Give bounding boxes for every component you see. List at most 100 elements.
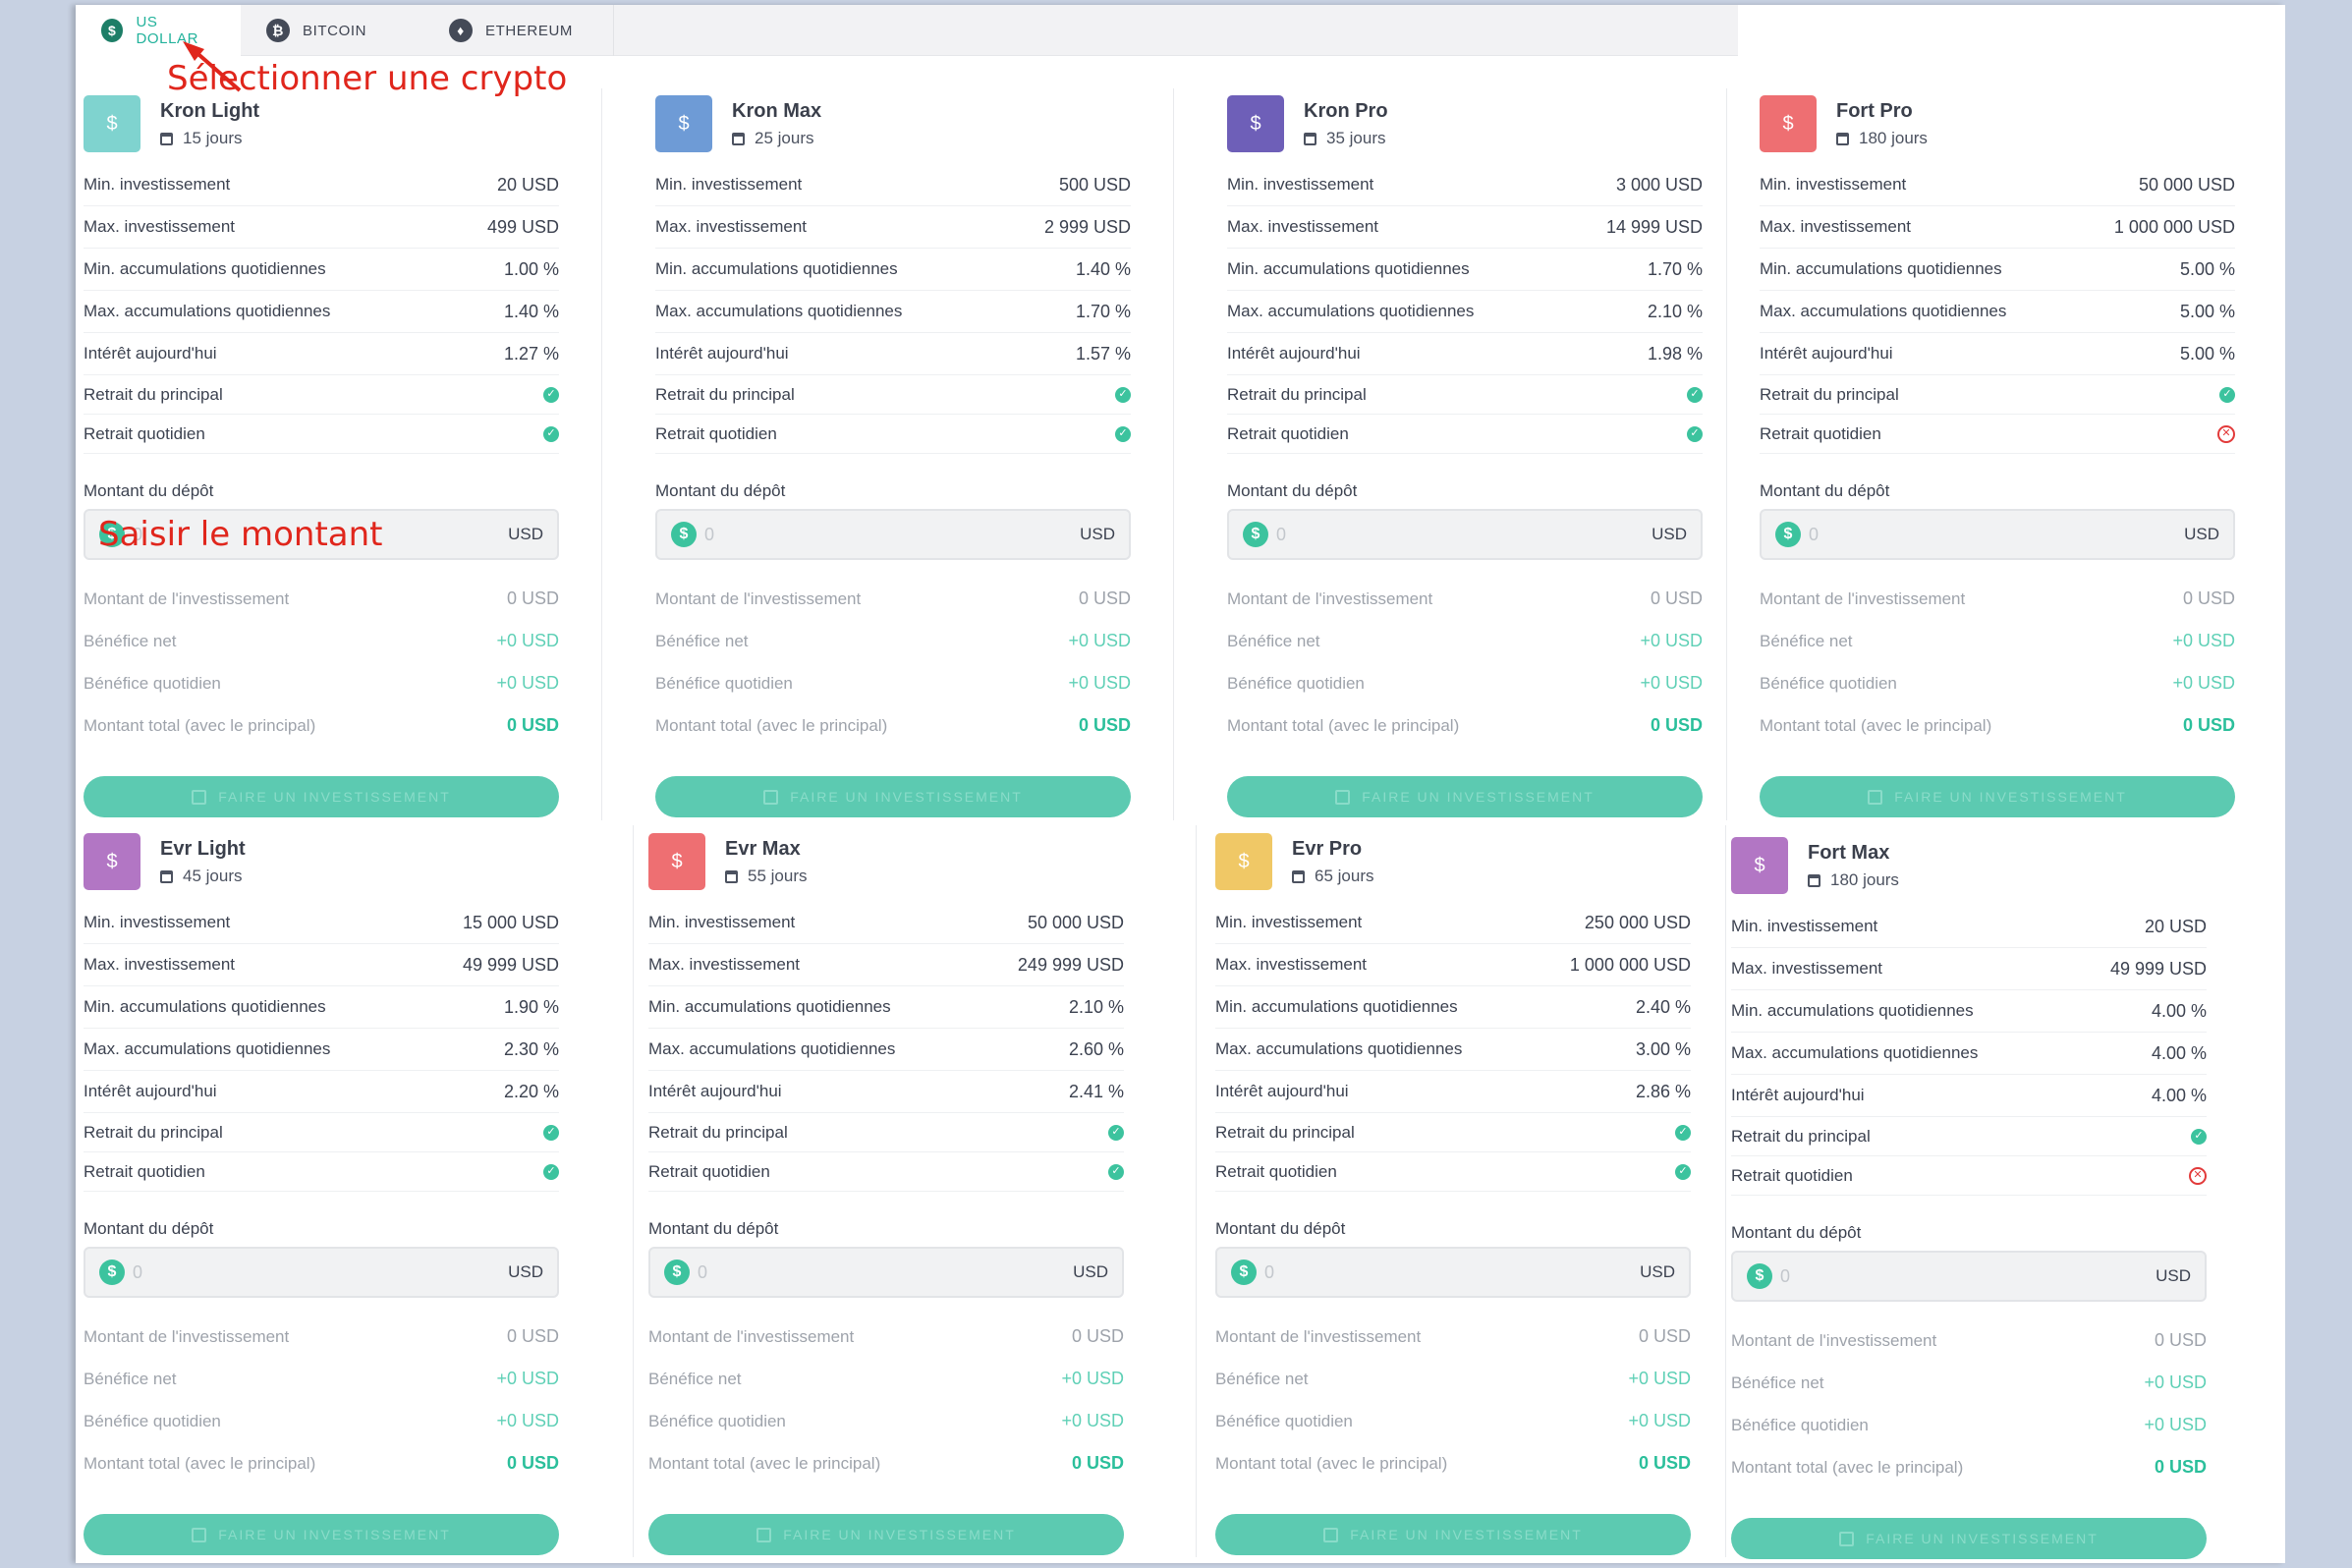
plan-header: $ Evr Pro 65 jours (1215, 833, 1691, 902)
investment-amount-row: Montant de l'investissement 0 USD (648, 1316, 1124, 1358)
row-value: 5.00 % (2179, 301, 2235, 321)
deposit-input[interactable] (1276, 524, 1335, 545)
check-icon: ✓ (1675, 1163, 1691, 1180)
tab-bitcoin[interactable]: ₿ BITCOIN (241, 5, 423, 56)
row-label: Max. accumulations quotidiennes (84, 302, 331, 320)
make-investment-button[interactable]: FAIRE UN INVESTISSEMENT (1731, 1518, 2207, 1559)
deposit-amount-field[interactable]: $ USD (84, 1247, 559, 1298)
calendar-icon (1292, 869, 1305, 883)
max-daily-row: Max. accumulations quotidiennes 2.30 % (84, 1029, 559, 1071)
row-label: Montant total (avec le principal) (648, 1453, 881, 1473)
wallet-icon (756, 1527, 772, 1542)
row-value: 5.00 % (2179, 343, 2235, 364)
investment-amount-row: Montant de l'investissement 0 USD (1215, 1316, 1691, 1358)
interest-row: Intérêt aujourd'hui 1.27 % (84, 333, 559, 375)
row-value: 1.57 % (1075, 343, 1131, 364)
row-label: Retrait quotidien (84, 423, 205, 443)
row-value: 0 USD (1638, 1326, 1691, 1346)
plan-dollar-icon: $ (1760, 95, 1817, 152)
deposit-input[interactable] (1809, 524, 1868, 545)
row-label: Max. accumulations quotidiennes (1215, 1039, 1463, 1058)
currency-suffix: USD (1652, 525, 1687, 543)
make-investment-button[interactable]: FAIRE UN INVESTISSEMENT (84, 1514, 559, 1555)
tab-us-dollar[interactable]: $ US DOLLAR (76, 5, 241, 56)
max-invest-row: Max. investissement 499 USD (84, 206, 559, 249)
deposit-input[interactable] (698, 1261, 756, 1283)
row-value: +0 USD (2172, 631, 2235, 650)
deposit-amount-field[interactable]: $ USD (1760, 509, 2235, 560)
deposit-amount-field[interactable]: $ USD (1215, 1247, 1691, 1298)
row-label: Min. accumulations quotidiennes (84, 997, 326, 1016)
deposit-input[interactable] (1780, 1265, 1839, 1287)
deposit-input[interactable] (704, 524, 763, 545)
make-investment-button[interactable]: FAIRE UN INVESTISSEMENT (1227, 776, 1703, 817)
total-amount-row: Montant total (avec le principal) 0 USD (1731, 1446, 2207, 1488)
plan-header: $ Kron Light 15 jours (84, 95, 559, 164)
row-label: Max. accumulations quotidiennes (1760, 302, 2007, 320)
deposit-input[interactable] (133, 1261, 192, 1283)
make-investment-button[interactable]: FAIRE UN INVESTISSEMENT (648, 1514, 1124, 1555)
button-label: FAIRE UN INVESTISSEMENT (218, 789, 451, 805)
principal-withdrawal-row: Retrait du principal ✓ (1731, 1117, 2207, 1156)
row-label: Retrait du principal (84, 384, 223, 404)
daily-withdrawal-row: Retrait quotidien ✓ (655, 415, 1131, 454)
row-value: 0 USD (1650, 715, 1703, 735)
deposit-amount-field[interactable]: $ USD (648, 1247, 1124, 1298)
plan-name: Fort Pro (1836, 100, 1913, 122)
row-value: +0 USD (1640, 673, 1703, 693)
tab-label: ETHEREUM (485, 22, 573, 39)
deposit-input[interactable] (1264, 1261, 1323, 1283)
row-value: 0 USD (1071, 1453, 1124, 1473)
deposit-input[interactable] (133, 524, 192, 545)
deposit-amount-field[interactable]: $ USD (1731, 1251, 2207, 1302)
app-window: $ US DOLLAR ₿ BITCOIN ♦ ETHEREUM $ Kron … (76, 5, 2285, 1563)
row-value: 2.86 % (1635, 1081, 1691, 1101)
currency-suffix: USD (1073, 1262, 1108, 1281)
deposit-amount-field[interactable]: $ USD (1227, 509, 1703, 560)
button-label: FAIRE UN INVESTISSEMENT (1866, 1531, 2099, 1546)
plan-dollar-icon: $ (84, 833, 140, 890)
row-value: 50 000 USD (2138, 174, 2235, 195)
row-label: Min. investissement (84, 175, 231, 194)
deposit-label: Montant du dépôt (84, 481, 214, 500)
deposit-amount-field[interactable]: $ USD (655, 509, 1131, 560)
deposit-label: Montant du dépôt (1731, 1223, 1862, 1242)
investment-amount-row: Montant de l'investissement 0 USD (1731, 1319, 2207, 1362)
max-invest-row: Max. investissement 2 999 USD (655, 206, 1131, 249)
row-value: 0 USD (506, 1326, 559, 1346)
principal-withdrawal-row: Retrait du principal ✓ (1227, 375, 1703, 415)
plan-days: 35 jours (1326, 129, 1386, 147)
row-label: Bénéfice net (648, 1369, 742, 1388)
max-invest-row: Max. investissement 1 000 000 USD (1760, 206, 2235, 249)
row-value: 14 999 USD (1605, 216, 1703, 237)
tab-ethereum[interactable]: ♦ ETHEREUM (423, 5, 614, 56)
make-investment-button[interactable]: FAIRE UN INVESTISSEMENT (655, 776, 1131, 817)
min-invest-row: Min. investissement 15 000 USD (84, 902, 559, 944)
daily-withdrawal-row: Retrait quotidien ✓ (648, 1152, 1124, 1192)
row-value: 1.98 % (1647, 343, 1703, 364)
row-label: Retrait du principal (84, 1122, 223, 1142)
principal-withdrawal-row: Retrait du principal ✓ (1760, 375, 2235, 415)
make-investment-button[interactable]: FAIRE UN INVESTISSEMENT (1215, 1514, 1691, 1555)
annotation-select-crypto: Sélectionner une crypto (167, 59, 568, 98)
results: Montant de l'investissement 0 USD Bénéfi… (1227, 578, 1703, 747)
dollar-icon: $ (1747, 1263, 1772, 1289)
make-investment-button[interactable]: FAIRE UN INVESTISSEMENT (1760, 776, 2235, 817)
investment-amount-row: Montant de l'investissement 0 USD (1227, 578, 1703, 620)
calendar-icon (160, 132, 173, 145)
row-label: Min. accumulations quotidiennes (1215, 997, 1458, 1016)
plan-duration: 45 jours (160, 867, 242, 886)
row-label: Bénéfice quotidien (84, 673, 221, 693)
deposit-amount-field[interactable]: $ USD (84, 509, 559, 560)
row-label: Min. accumulations quotidiennes (84, 259, 326, 278)
currency-suffix: USD (508, 525, 543, 543)
row-value: 0 USD (1078, 588, 1131, 608)
row-value: 2.10 % (1647, 301, 1703, 321)
make-investment-button[interactable]: FAIRE UN INVESTISSEMENT (84, 776, 559, 817)
cross-icon: ✕ (2189, 1166, 2207, 1185)
total-amount-row: Montant total (avec le principal) 0 USD (1215, 1442, 1691, 1484)
min-invest-row: Min. investissement 20 USD (1731, 906, 2207, 948)
row-label: Retrait du principal (1760, 384, 1899, 404)
row-value: 2.10 % (1068, 996, 1124, 1017)
deposit-label: Montant du dépôt (1215, 1219, 1346, 1238)
